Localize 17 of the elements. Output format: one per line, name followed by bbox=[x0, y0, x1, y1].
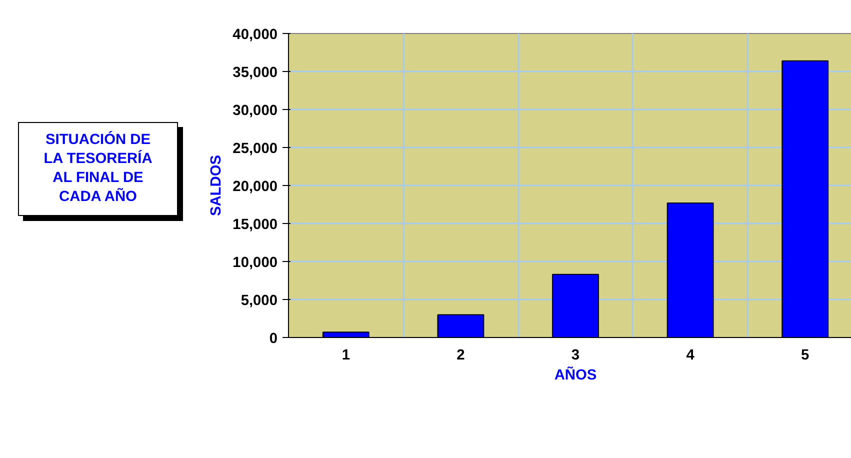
x-tick-label: 5 bbox=[801, 348, 810, 364]
x-tick-label: 2 bbox=[456, 348, 465, 364]
y-tick-label: 5,000 bbox=[240, 293, 278, 309]
x-axis-title: AÑOS bbox=[554, 366, 597, 384]
y-tick-label: 10,000 bbox=[232, 255, 278, 271]
y-tick-label: 30,000 bbox=[232, 103, 278, 119]
x-tick-label: 1 bbox=[342, 348, 350, 364]
x-tick-label: 4 bbox=[686, 348, 696, 364]
y-tick-label: 40,000 bbox=[232, 27, 278, 43]
y-tick-label: 25,000 bbox=[232, 141, 278, 157]
x-tick-label: 3 bbox=[571, 348, 580, 364]
y-tick-label: 15,000 bbox=[232, 217, 278, 233]
y-tick-label: 35,000 bbox=[232, 65, 278, 81]
y-axis-title: SALDOS bbox=[208, 154, 225, 216]
y-tick-label: 20,000 bbox=[232, 179, 278, 195]
text: SITUACIÓN DE LA TESORERÍA AL FINAL DE CADA AÑO bbox=[44, 131, 152, 208]
y-tick-label: 0 bbox=[269, 331, 278, 347]
